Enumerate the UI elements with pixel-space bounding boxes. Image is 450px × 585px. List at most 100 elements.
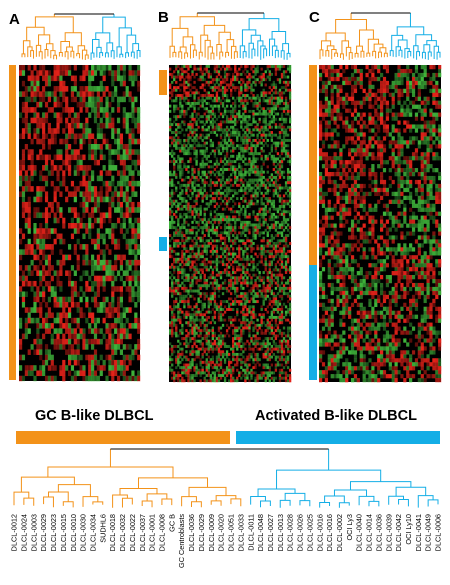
panel-b-heatmap-cell	[207, 205, 210, 208]
panel-a-heatmap-cell	[56, 70, 60, 76]
panel-a-heatmap-cell	[116, 75, 121, 82]
panel-b-dendrogram-branch	[239, 45, 246, 59]
panel-b-heatmap-cell	[234, 86, 237, 90]
panel-b-heatmap-cell	[225, 226, 229, 230]
panel-b-heatmap-cell	[219, 215, 223, 219]
panel-a-heatmap-cell	[21, 128, 26, 134]
panel-a-heatmap-cell	[93, 117, 98, 124]
panel-b-heatmap-cell	[225, 168, 229, 171]
panel-b-heatmap-cell	[197, 168, 200, 171]
panel-b-heatmap-cell	[171, 138, 174, 142]
panel-b-heatmap-cell	[232, 194, 235, 198]
panel-a-heatmap-cell	[91, 354, 95, 361]
panel-b-heatmap-cell	[225, 308, 229, 311]
panel-a-heatmap-cell	[88, 91, 92, 97]
panel-b-heatmap-cell	[230, 273, 233, 277]
panel-b-heatmap-cell	[221, 94, 225, 97]
panel-b-heatmap-cell	[264, 205, 267, 208]
panel-a-heatmap-cell	[44, 375, 49, 382]
panel-b-heatmap-cell	[260, 199, 263, 203]
panel-a-heatmap-cell	[24, 186, 28, 192]
panel-b-heatmap-cell	[252, 284, 255, 288]
panel-a-heatmap-cell	[111, 370, 115, 377]
panel-b-heatmap-cell	[179, 271, 182, 274]
panel-b-heatmap-cell	[191, 260, 194, 264]
panel-b-heatmap-cell	[260, 215, 263, 219]
panel-a-heatmap-cell	[122, 144, 126, 150]
panel-b-heatmap-cell	[177, 223, 180, 227]
panel-b-heatmap-cell	[205, 133, 208, 137]
panel-a-heatmap-cell	[44, 280, 49, 287]
panel-b-heatmap-cell	[284, 244, 288, 248]
panel-b-heatmap-cell	[246, 281, 249, 285]
panel-a-heatmap-cell	[33, 80, 37, 87]
panel-b-heatmap-cell	[207, 117, 210, 121]
panel-b-heatmap-cell	[262, 294, 265, 298]
panel-b-heatmap-cell	[272, 91, 276, 95]
panel-b-heatmap-cell	[252, 263, 255, 267]
panel-a-heatmap-cell	[67, 328, 72, 334]
panel-a-heatmap-cell	[93, 70, 98, 76]
panel-b-heatmap-cell	[276, 183, 280, 187]
panel-b-heatmap-cell	[270, 138, 273, 142]
panel-b-heatmap-cell	[203, 313, 206, 317]
panel-a-heatmap-cell	[59, 117, 63, 124]
panel-b-heatmap-cell	[201, 99, 204, 103]
panel-a-heatmap-cell	[44, 323, 49, 329]
panel-b-heatmap-cell	[217, 96, 221, 100]
panel-b-heatmap-cell	[201, 83, 204, 87]
panel-b-heatmap-cell	[278, 257, 282, 261]
panel-a-heatmap-cell	[44, 133, 49, 140]
panel-b-heatmap-cell	[219, 191, 223, 195]
panel-b-heatmap-cell	[260, 112, 263, 116]
panel-b-heatmap-cell	[236, 115, 239, 119]
panel-b-heatmap-cell	[252, 247, 255, 251]
panel-b-heatmap-cell	[282, 136, 286, 140]
panel-a-heatmap-cell	[62, 359, 66, 366]
panel-b-heatmap-cell	[191, 186, 194, 190]
panel-b-heatmap-cell	[227, 157, 231, 161]
panel-a-heatmap-cell	[125, 212, 129, 219]
panel-b-heatmap-cell	[177, 284, 180, 288]
panel-b-heatmap-cell	[211, 268, 215, 272]
panel-a-heatmap-cell	[56, 296, 60, 303]
panel-b-heatmap-cell	[252, 308, 255, 311]
panel-b-heatmap-cell	[268, 70, 271, 74]
panel-a-heatmap-cell	[134, 117, 138, 124]
panel-a-heatmap-cell	[65, 349, 69, 355]
panel-b-heatmap-cell	[215, 117, 219, 121]
panel-a-heatmap-cell	[21, 101, 26, 108]
panel-b-heatmap-cell	[240, 175, 243, 179]
panel-b-heatmap-cell	[201, 152, 204, 156]
panel-b-heatmap-cell	[177, 123, 180, 127]
panel-b-heatmap-cell	[260, 149, 263, 153]
panel-a-heatmap-cell	[39, 312, 43, 319]
panel-b-heatmap-cell	[238, 162, 241, 166]
panel-a-heatmap-cell	[102, 333, 106, 340]
panel-b-heatmap-cell	[205, 326, 208, 330]
panel-b-heatmap-cell	[232, 101, 235, 105]
panel-b-heatmap-cell	[270, 273, 273, 277]
panel-b-heatmap-cell	[181, 112, 184, 116]
panel-b-heatmap-cell	[173, 345, 176, 348]
panel-b-heatmap-cell	[175, 215, 178, 219]
panel-b-heatmap-cell	[227, 67, 231, 71]
panel-b-heatmap-cell	[195, 263, 198, 267]
panel-b-heatmap-cell	[242, 271, 245, 274]
panel-b-heatmap-cell	[201, 268, 204, 272]
panel-b-heatmap-cell	[223, 120, 227, 124]
panel-b-heatmap-cell	[217, 88, 221, 92]
panel-b-heatmap-cell	[286, 65, 290, 68]
panel-a-heatmap-cell	[36, 117, 40, 124]
panel-b-heatmap-cell	[169, 323, 172, 327]
panel-b-heatmap-cell	[278, 294, 282, 298]
panel-a-heatmap-cell	[93, 359, 98, 366]
panel-b-heatmap-cell	[280, 334, 284, 338]
panel-a-heatmap-cell	[125, 191, 129, 197]
panel-a-heatmap-cell	[131, 375, 135, 382]
panel-b-heatmap-cell	[171, 181, 174, 185]
panel-a-heatmap-cell	[134, 244, 138, 250]
panel-b-heatmap-cell	[234, 88, 237, 92]
panel-b-heatmap-cell	[205, 70, 208, 74]
panel-b-heatmap-cell	[181, 197, 184, 201]
